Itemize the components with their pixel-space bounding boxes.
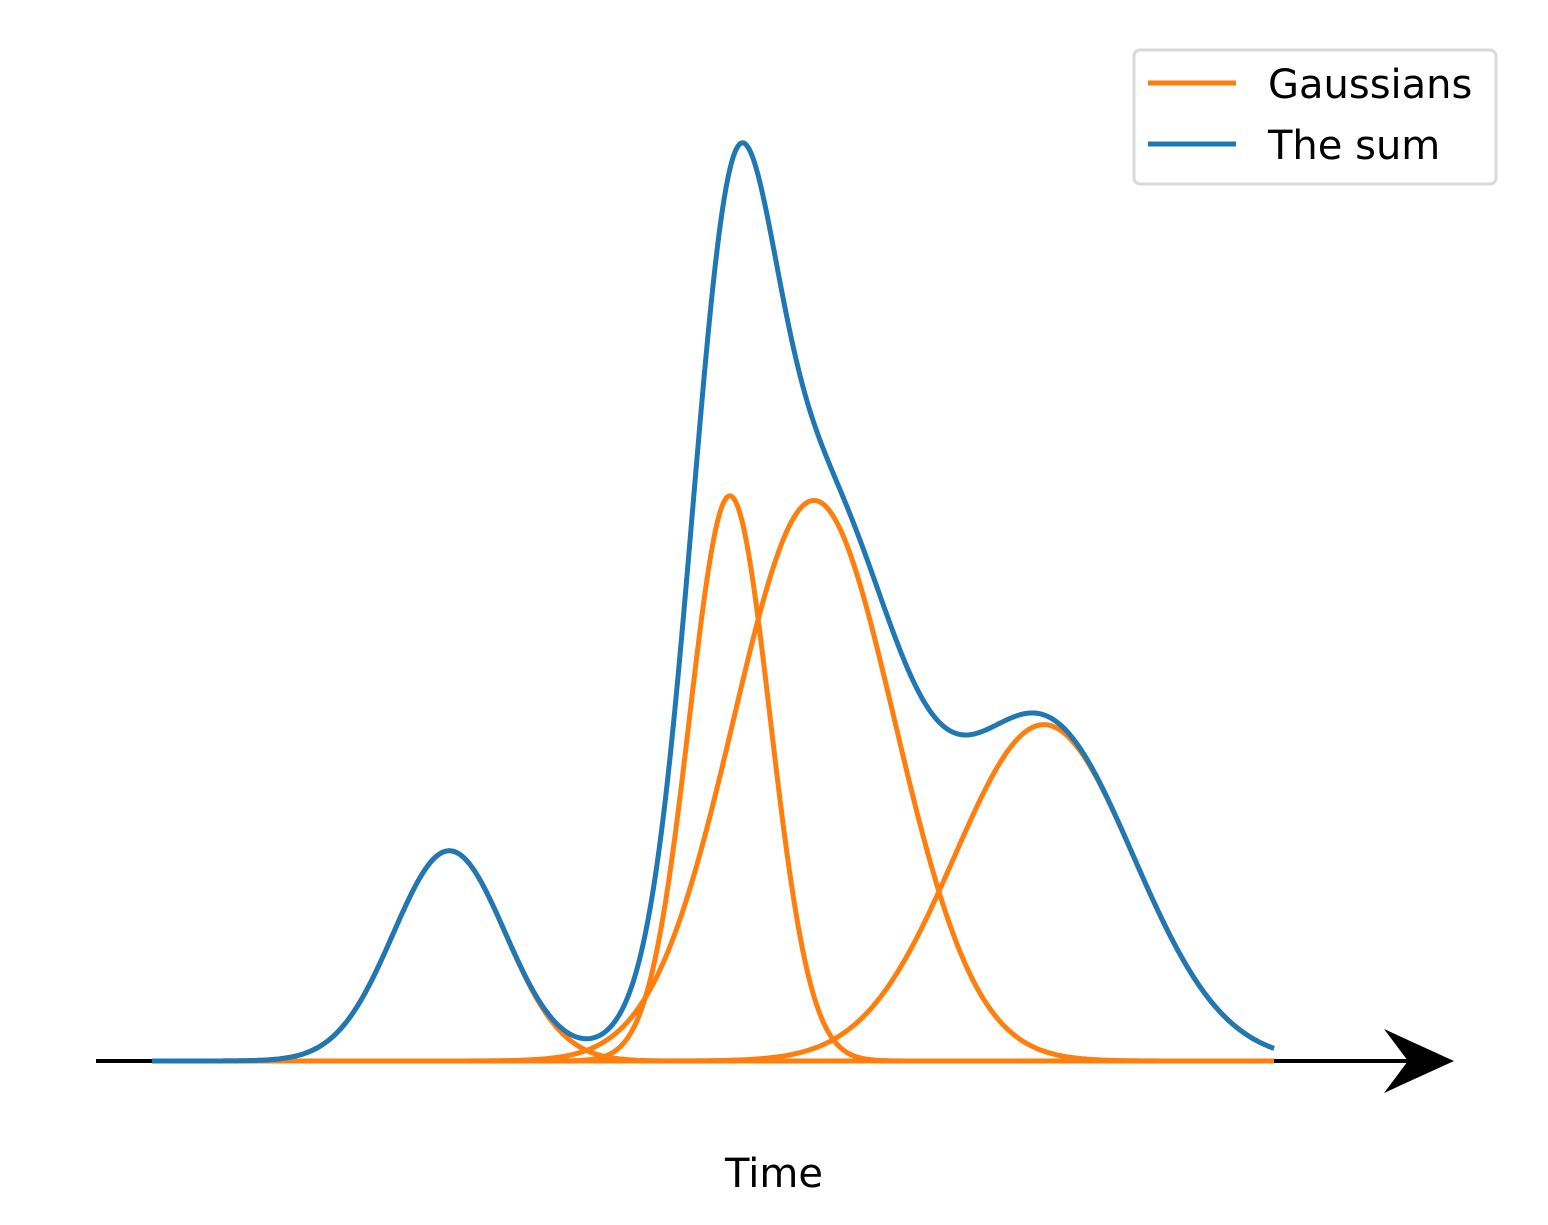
gaussian-curve-2 — [151, 493, 1275, 1064]
legend-label-gaussians: Gaussians — [1268, 62, 1472, 108]
legend-label-the-sum: The sum — [1267, 123, 1440, 169]
gaussian-curve-4 — [151, 722, 1275, 1064]
series-layer — [151, 140, 1275, 1064]
x-axis-label: Time — [724, 1151, 823, 1197]
gaussian-curve-1 — [151, 848, 1275, 1064]
sum-curve — [151, 140, 1275, 1064]
legend: Gaussians The sum — [1132, 48, 1498, 186]
x-axis-arrowhead — [1384, 1029, 1454, 1093]
gaussian-curve-3 — [151, 497, 1275, 1064]
